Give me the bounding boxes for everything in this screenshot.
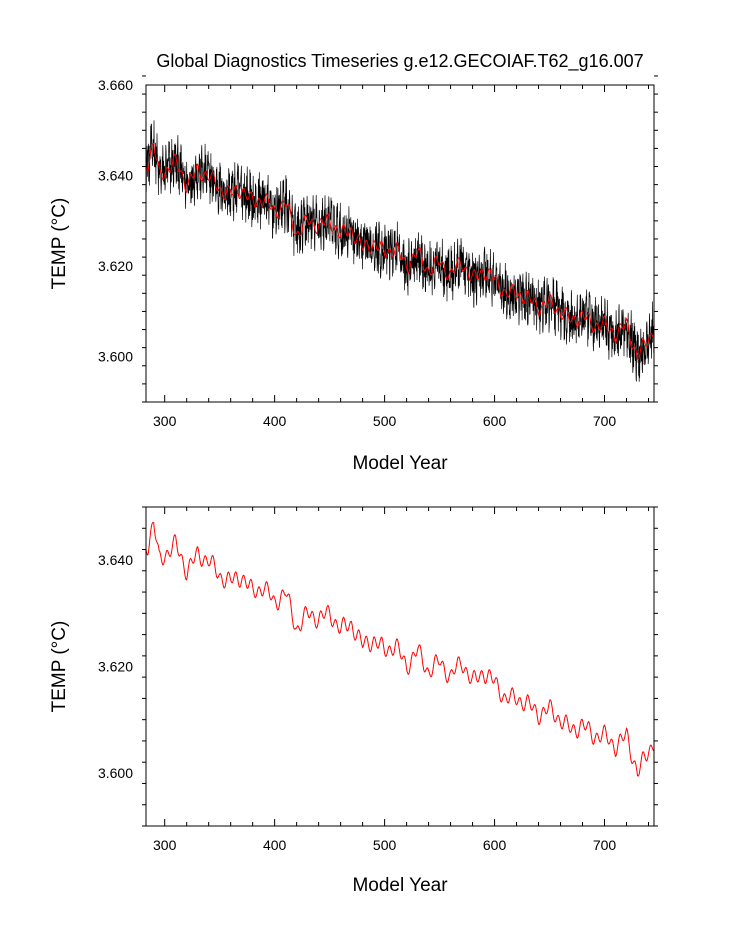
x-axis-label: Model Year <box>352 875 448 896</box>
plot-frame <box>145 84 655 403</box>
x-axis-label: Model Year <box>352 453 448 474</box>
y-tick-label: 3.620 <box>98 659 133 675</box>
x-tick-label: 400 <box>263 413 287 429</box>
series-monthly-line <box>146 120 654 382</box>
x-tick-label: 500 <box>373 413 397 429</box>
plot-frame <box>145 506 655 827</box>
plot-area <box>146 120 654 382</box>
x-tick-label: 600 <box>483 837 507 853</box>
y-tick-label: 3.640 <box>98 552 133 568</box>
x-tick-label: 600 <box>483 413 507 429</box>
top-panel: 300 400 500 600 700 3.600 3.620 3.640 3.660 Model… <box>49 75 658 474</box>
x-tick-label: 500 <box>373 837 397 853</box>
series-annual-mean-line <box>146 522 654 777</box>
bottom-panel: 300 400 500 600 700 3.600 3.620 3.640 Model Year… <box>49 506 658 896</box>
chart-title: Global Diagnostics Timeseries g.e12.GECO… <box>156 51 643 72</box>
x-tick-label: 700 <box>593 413 617 429</box>
y-tick-label: 3.600 <box>98 765 133 781</box>
x-tick-label: 300 <box>153 413 177 429</box>
y-axis-label: TEMP (°C) <box>49 198 70 290</box>
y-tick-label: 3.660 <box>98 77 133 93</box>
series-annual-mean-line <box>146 143 654 361</box>
x-tick-label: 300 <box>153 837 177 853</box>
y-axis-label: TEMP (°C) <box>49 621 70 713</box>
x-tick-label: 400 <box>263 837 287 853</box>
y-tick-label: 3.620 <box>98 258 133 274</box>
x-tick-label: 700 <box>593 837 617 853</box>
y-tick-label: 3.640 <box>98 168 133 184</box>
y-tick-label: 3.600 <box>98 349 133 365</box>
plot-area <box>146 522 654 777</box>
